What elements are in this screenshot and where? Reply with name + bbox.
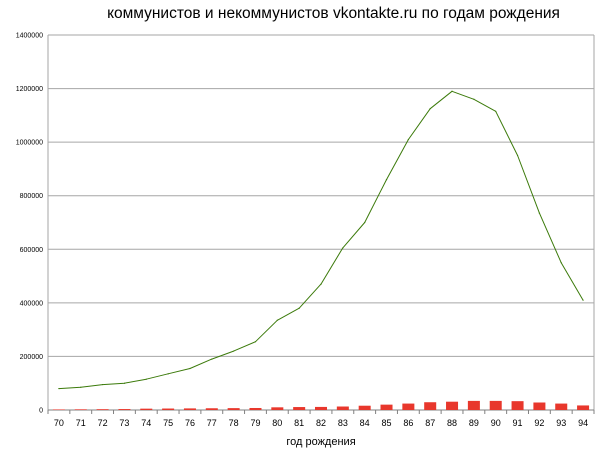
x-tick-label: 85 (382, 418, 392, 428)
line-point (320, 283, 322, 285)
line-point (429, 108, 431, 110)
x-tick-label: 87 (425, 418, 435, 428)
bar (358, 405, 371, 410)
x-tick-label: 94 (578, 418, 588, 428)
bar (489, 400, 502, 410)
x-tick-label: 74 (141, 418, 151, 428)
bar (227, 408, 240, 410)
x-tick-label: 79 (250, 418, 260, 428)
bar (402, 403, 415, 410)
line-point (407, 138, 409, 141)
line-point (495, 110, 497, 112)
bar (314, 406, 328, 410)
y-tick-label: 200000 (20, 354, 43, 361)
bar (555, 403, 568, 410)
bar (183, 408, 196, 410)
line-point (276, 319, 278, 321)
line-point (145, 378, 147, 380)
y-tick-label: 800000 (20, 193, 43, 200)
bar (52, 409, 65, 410)
bar (74, 409, 87, 410)
x-tick-label: 93 (556, 418, 566, 428)
line-point (189, 367, 191, 370)
line-point (58, 387, 60, 390)
x-tick-label: 71 (76, 418, 86, 428)
bar (446, 401, 459, 410)
x-tick-label: 83 (338, 418, 348, 428)
y-tick-label: 1400000 (16, 33, 43, 40)
line-point (473, 98, 475, 100)
y-tick-label: 600000 (20, 247, 43, 254)
bar (424, 402, 437, 410)
x-tick-label: 70 (54, 418, 64, 428)
bar (336, 406, 349, 410)
x-tick-label: 82 (316, 418, 326, 428)
line-point (451, 90, 453, 92)
bar (162, 408, 175, 410)
x-tick-label: 80 (272, 418, 282, 428)
line-point (254, 341, 257, 343)
line-point (538, 212, 541, 214)
line-point (582, 299, 584, 301)
line-point (211, 358, 213, 360)
x-tick-label: 72 (98, 418, 108, 428)
line-point (342, 247, 344, 249)
x-tick-label: 76 (185, 418, 195, 428)
bar (577, 405, 590, 410)
x-tick-label: 90 (491, 418, 501, 428)
bar (249, 407, 262, 410)
x-tick-label: 78 (229, 418, 239, 428)
bar (96, 409, 109, 410)
y-tick-label: 0 (39, 408, 43, 415)
bar (380, 404, 393, 410)
line-point (364, 221, 366, 224)
x-tick-label: 86 (403, 418, 413, 428)
line-point (123, 382, 126, 384)
series-line (58, 90, 584, 390)
x-tick-label: 92 (534, 418, 544, 428)
chart-title: коммунистов и некоммунистов vkontakte.ru… (107, 5, 560, 22)
line-point (298, 307, 300, 309)
x-tick-label: 89 (469, 418, 479, 428)
line-point (80, 386, 82, 388)
bar (467, 400, 480, 410)
bar (511, 401, 524, 410)
x-tick-label: 75 (163, 418, 173, 428)
bar (140, 408, 153, 410)
line-point (385, 179, 388, 181)
bar (533, 402, 546, 410)
y-tick-label: 1000000 (16, 140, 43, 147)
bar (271, 407, 284, 410)
x-tick-label: 81 (294, 418, 304, 428)
line-point (516, 154, 519, 157)
x-tick-label: 73 (119, 418, 129, 428)
y-tick-label: 400000 (20, 300, 43, 307)
line-point (102, 383, 104, 386)
line-point (560, 262, 562, 264)
y-tick-label: 1200000 (16, 86, 43, 93)
x-tick-label: 88 (447, 418, 457, 428)
x-axis-label: год рождения (286, 436, 356, 448)
line-point (233, 350, 235, 352)
bar (205, 408, 218, 410)
line-point (167, 373, 169, 375)
bar (293, 407, 306, 410)
x-tick-label: 91 (513, 418, 523, 428)
x-tick-label: 84 (360, 418, 370, 428)
bar (118, 409, 131, 410)
x-tick-label: 77 (207, 418, 217, 428)
